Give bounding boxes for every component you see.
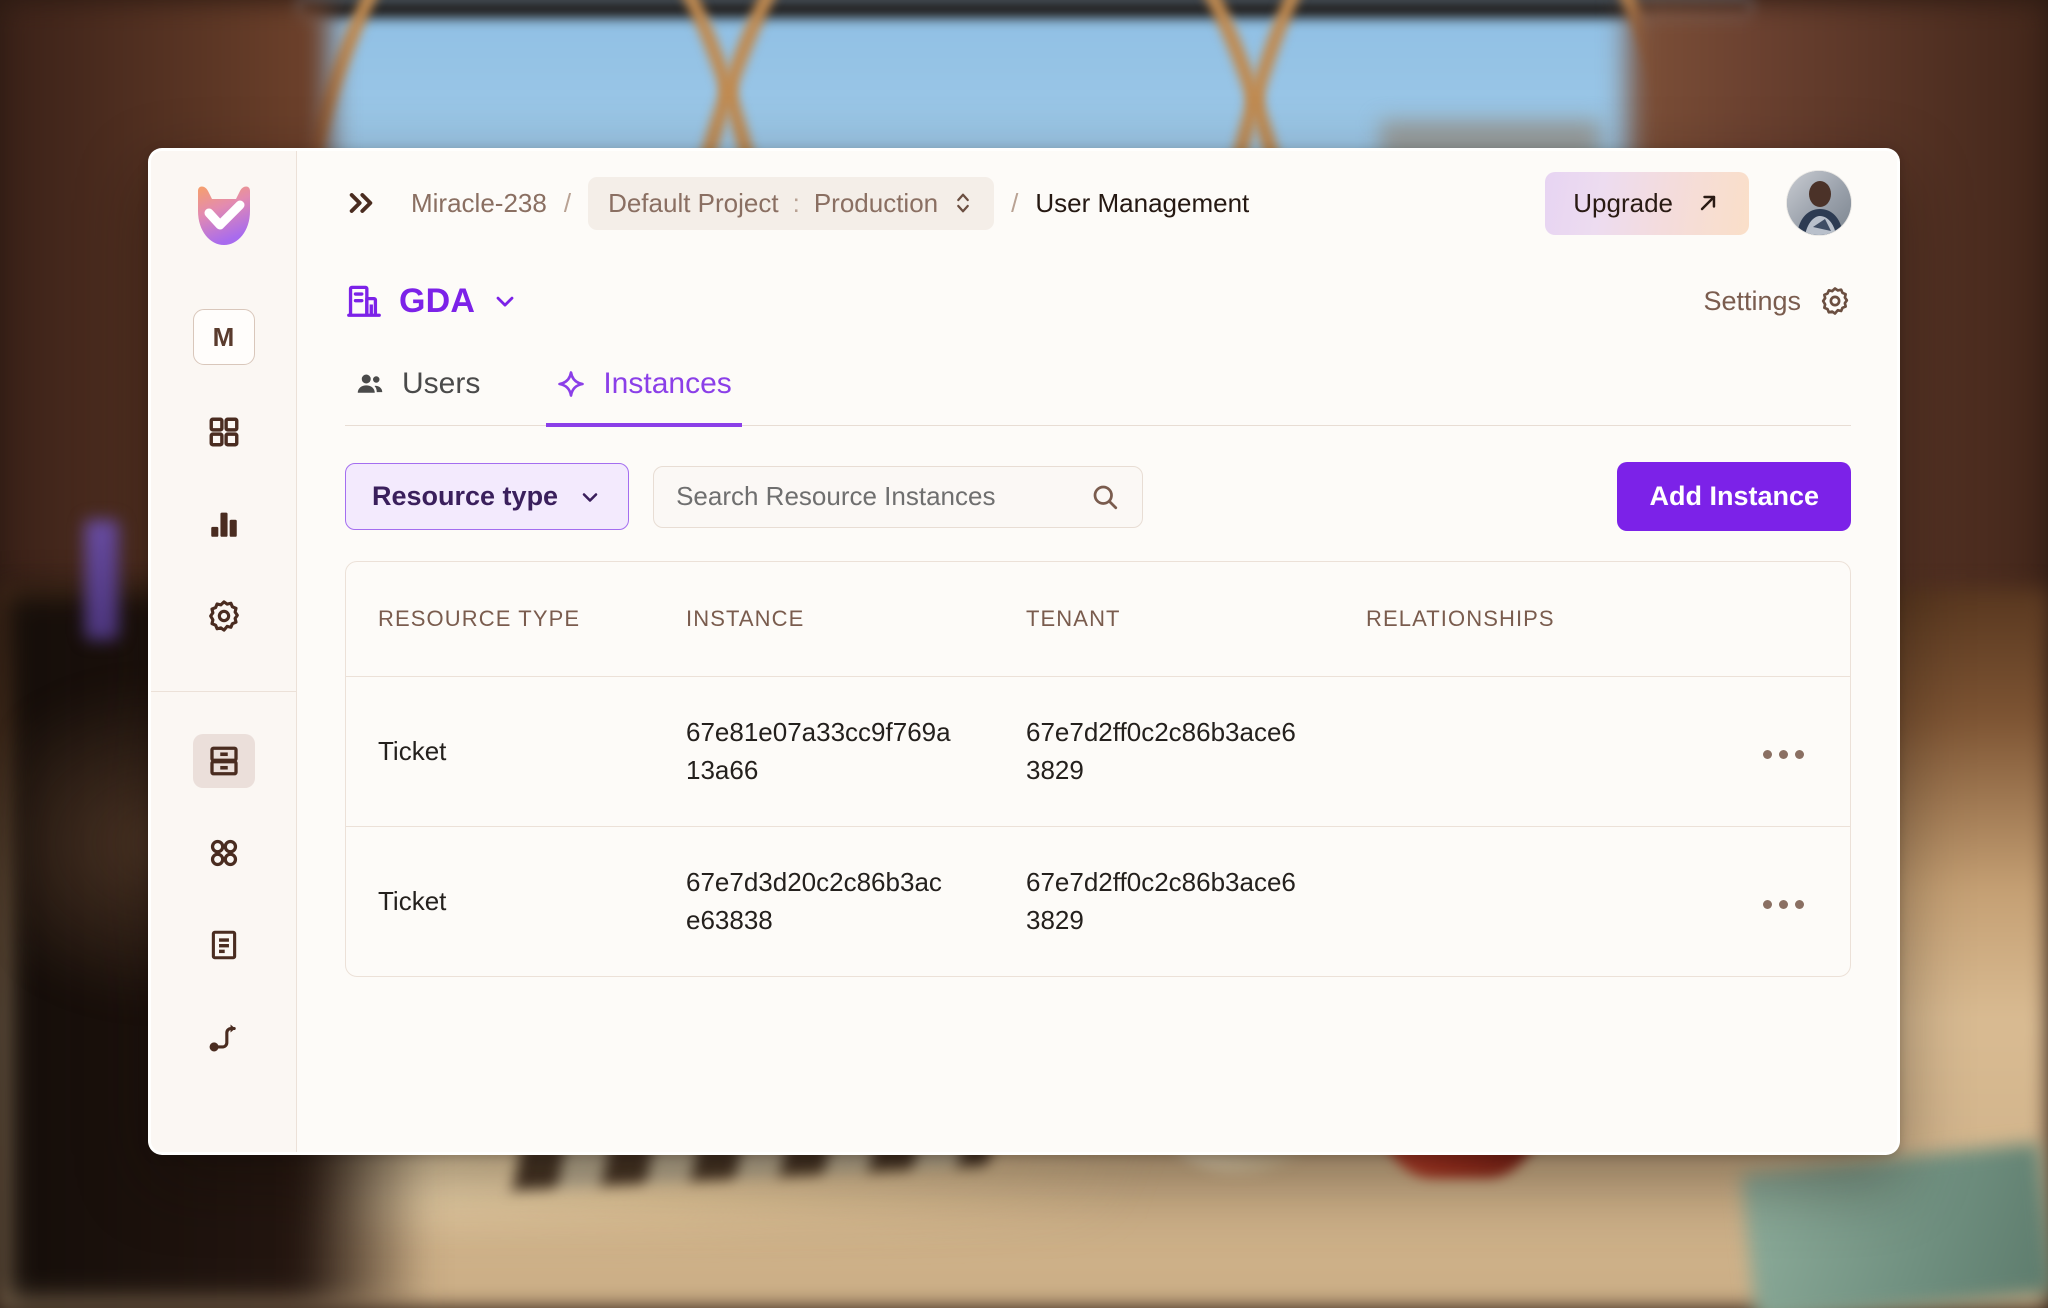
tenant-id: 67e7d2ff0c2c86b3ace63829	[1026, 866, 1296, 936]
column-header-relationships: RELATIONSHIPS	[1366, 562, 1680, 677]
grid-squares-icon	[207, 415, 241, 449]
gear-icon	[1819, 285, 1851, 317]
breadcrumb-current-page: User Management	[1035, 187, 1250, 218]
sidebar: M	[151, 151, 297, 1152]
arrow-up-right-icon	[1695, 190, 1721, 216]
resource-type-filter-label: Resource type	[372, 481, 559, 511]
breadcrumb-separator-1: /	[563, 187, 572, 218]
cell-relationships	[1366, 676, 1680, 827]
table-header: RESOURCE TYPE INSTANCE TENANT RELATIONSH…	[346, 562, 1850, 677]
settings-label: Settings	[1703, 285, 1801, 316]
rail-item-directory[interactable]	[192, 734, 255, 788]
chevron-up-down-icon	[952, 190, 974, 216]
cell-relationships	[1366, 826, 1680, 975]
add-instance-button[interactable]: Add Instance	[1617, 462, 1851, 531]
table-row[interactable]: Ticket 67e81e07a33cc9f769a13a66 67e7d2ff…	[346, 676, 1850, 827]
cat-check-logo-icon[interactable]	[188, 179, 260, 251]
chevron-down-icon	[491, 287, 519, 315]
entity-name: GDA	[399, 281, 476, 320]
tab-instances[interactable]: Instances	[546, 367, 742, 427]
cell-instance: 67e81e07a33cc9f769a13a66	[686, 676, 1026, 827]
ellipsis-icon[interactable]	[1755, 742, 1812, 767]
table-body: Ticket 67e81e07a33cc9f769a13a66 67e7d2ff…	[346, 676, 1850, 976]
branch-arrow-icon	[207, 1020, 241, 1054]
instances-table-card: RESOURCE TYPE INSTANCE TENANT RELATIONSH…	[345, 561, 1851, 977]
column-header-tenant: TENANT	[1026, 562, 1366, 677]
cell-resource-type: Ticket	[346, 676, 686, 827]
breadcrumb-separator-2: /	[1011, 187, 1019, 218]
ellipsis-icon[interactable]	[1755, 892, 1812, 917]
four-circles-icon	[207, 836, 241, 870]
background-candle	[85, 520, 119, 640]
cell-actions	[1680, 826, 1850, 975]
upgrade-label: Upgrade	[1573, 187, 1673, 218]
tab-users[interactable]: Users	[345, 367, 490, 427]
breadcrumb: Miracle-238 / Default Project : Producti…	[411, 176, 1545, 230]
tenant-id: 67e7d2ff0c2c86b3ace63829	[1026, 717, 1296, 786]
tab-instances-label: Instances	[603, 367, 732, 400]
rail-item-objects[interactable]	[193, 826, 255, 880]
document-lines-icon	[207, 928, 241, 962]
section-header: GDA Settings	[297, 255, 1897, 341]
rail-item-settings[interactable]	[193, 589, 255, 643]
search-input[interactable]	[676, 481, 1091, 512]
drawer-icon	[206, 743, 242, 779]
double-chevron-right-icon[interactable]	[345, 187, 377, 219]
sidebar-divider	[151, 691, 297, 692]
top-bar: Miracle-238 / Default Project : Producti…	[297, 151, 1897, 255]
rail-item-apps[interactable]	[193, 405, 255, 459]
gear-icon	[206, 598, 242, 634]
bar-chart-icon	[207, 507, 241, 541]
tab-users-label: Users	[402, 367, 481, 400]
people-icon	[355, 369, 385, 399]
magnifier-icon[interactable]	[1090, 482, 1120, 512]
avatar[interactable]	[1787, 171, 1851, 235]
cell-tenant: 67e7d2ff0c2c86b3ace63829	[1026, 826, 1366, 975]
column-header-actions	[1680, 562, 1850, 677]
workspace-badge[interactable]: M	[192, 309, 255, 365]
rail-item-audit-log[interactable]	[193, 918, 255, 972]
column-header-resource-type: RESOURCE TYPE	[346, 562, 686, 677]
column-header-instance: INSTANCE	[686, 562, 1026, 677]
rail-item-analytics[interactable]	[193, 497, 255, 551]
settings-link[interactable]: Settings	[1703, 285, 1851, 317]
instance-id: 67e7d3d20c2c86b3ace63838	[686, 866, 942, 936]
resource-type-filter[interactable]: Resource type	[345, 463, 630, 530]
main-content: Miracle-238 / Default Project : Producti…	[297, 151, 1897, 1152]
tab-bar: Users Instances	[345, 367, 1851, 427]
search-box[interactable]	[653, 465, 1144, 528]
cell-tenant: 67e7d2ff0c2c86b3ace63829	[1026, 676, 1366, 827]
cell-resource-type: Ticket	[378, 885, 447, 916]
instances-table: RESOURCE TYPE INSTANCE TENANT RELATIONSH…	[346, 562, 1850, 976]
breadcrumb-project: Default Project	[608, 187, 779, 218]
project-environment-selector[interactable]: Default Project : Production	[588, 176, 995, 230]
instance-id: 67e81e07a33cc9f769a13a66	[686, 717, 951, 786]
sparkle-icon	[556, 369, 586, 399]
cell-instance: 67e7d3d20c2c86b3ace63838	[686, 826, 1026, 975]
filter-row: Resource type Add Instance	[345, 462, 1851, 531]
upgrade-button[interactable]: Upgrade	[1545, 171, 1749, 235]
project-env-colon: :	[792, 187, 800, 218]
breadcrumb-environment: Production	[813, 187, 939, 218]
building-icon	[345, 282, 383, 320]
rail-item-workflows[interactable]	[193, 1010, 255, 1064]
chevron-down-icon	[578, 485, 602, 509]
breadcrumb-org[interactable]: Miracle-238	[411, 187, 547, 218]
app-window: M	[148, 148, 1900, 1155]
entity-switcher[interactable]: GDA	[345, 282, 519, 321]
table-row[interactable]: Ticket 67e7d3d20c2c86b3ace63838 67e7d2ff…	[346, 826, 1850, 975]
cell-actions	[1680, 676, 1850, 827]
